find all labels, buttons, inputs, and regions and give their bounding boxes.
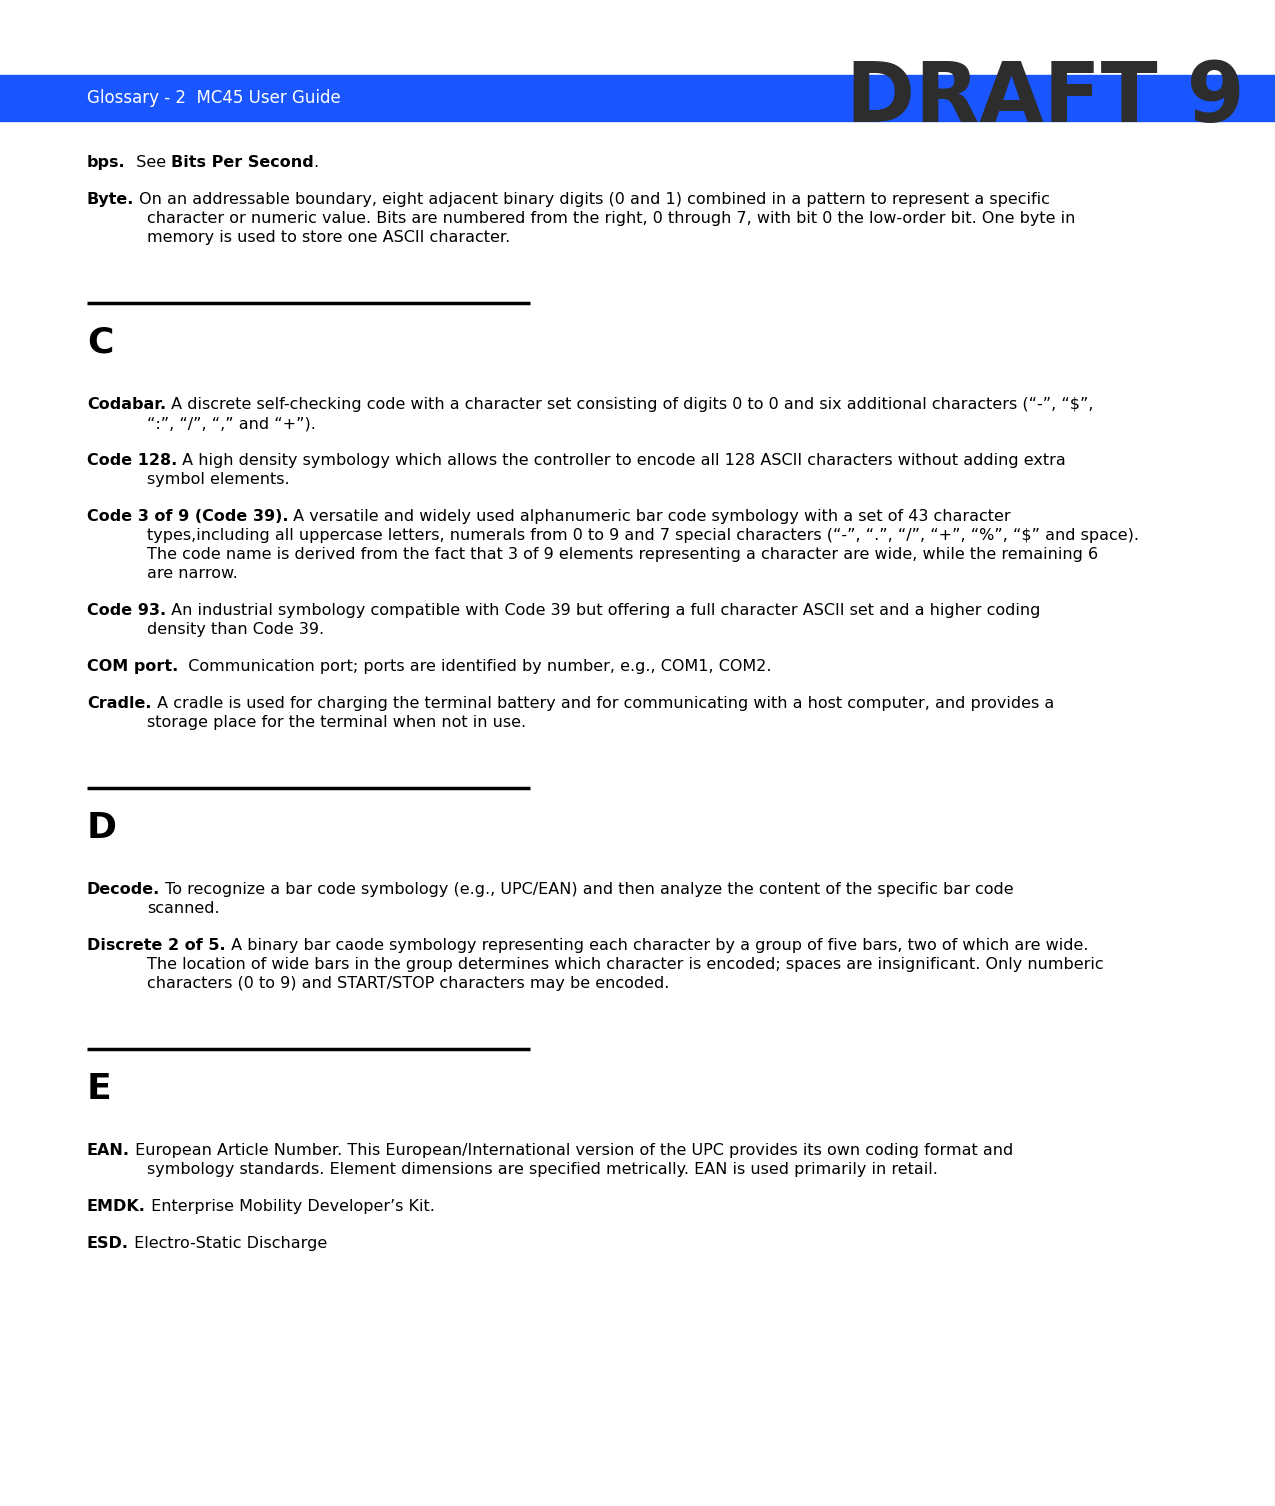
- Text: density than Code 39.: density than Code 39.: [147, 622, 324, 637]
- Text: The location of wide bars in the group determines which character is encoded; sp: The location of wide bars in the group d…: [147, 956, 1104, 971]
- Text: Electro-Static Discharge: Electro-Static Discharge: [129, 1236, 328, 1251]
- Text: EAN.: EAN.: [87, 1143, 130, 1158]
- Text: EMDK.: EMDK.: [87, 1199, 145, 1214]
- Text: storage place for the terminal when not in use.: storage place for the terminal when not …: [147, 715, 527, 730]
- Text: See: See: [126, 155, 171, 170]
- Text: Codabar.: Codabar.: [87, 398, 166, 413]
- Text: C: C: [87, 325, 113, 360]
- Bar: [0, 75, 1275, 120]
- Text: A cradle is used for charging the terminal battery and for communicating with a : A cradle is used for charging the termin…: [152, 696, 1053, 711]
- Text: Discrete 2 of 5.: Discrete 2 of 5.: [87, 938, 226, 953]
- Text: are narrow.: are narrow.: [147, 566, 237, 581]
- Text: bps.: bps.: [87, 155, 126, 170]
- Text: European Article Number. This European/International version of the UPC provides: European Article Number. This European/I…: [130, 1143, 1014, 1158]
- Text: characters (0 to 9) and START/STOP characters may be encoded.: characters (0 to 9) and START/STOP chara…: [147, 976, 669, 991]
- Text: .: .: [314, 155, 319, 170]
- Text: On an addressable boundary, eight adjacent binary digits (0 and 1) combined in a: On an addressable boundary, eight adjace…: [134, 191, 1051, 206]
- Text: E: E: [87, 1072, 112, 1105]
- Text: Communication port; ports are identified by number, e.g., COM1, COM2.: Communication port; ports are identified…: [179, 660, 771, 675]
- Text: COM port.: COM port.: [87, 660, 178, 675]
- Text: types,including all uppercase letters, numerals from 0 to 9 and 7 special charac: types,including all uppercase letters, n…: [147, 529, 1139, 544]
- Text: The code name is derived from the fact that 3 of 9 elements representing a chara: The code name is derived from the fact t…: [147, 547, 1098, 562]
- Text: Decode.: Decode.: [87, 883, 161, 898]
- Text: A versatile and widely used alphanumeric bar code symbology with a set of 43 cha: A versatile and widely used alphanumeric…: [288, 509, 1011, 524]
- Text: Bits Per Second: Bits Per Second: [171, 155, 314, 170]
- Text: Code 93.: Code 93.: [87, 602, 166, 617]
- Text: D: D: [87, 810, 117, 845]
- Text: Byte.: Byte.: [87, 191, 134, 206]
- Text: symbol elements.: symbol elements.: [147, 471, 289, 486]
- Text: ESD.: ESD.: [87, 1236, 129, 1251]
- Text: memory is used to store one ASCII character.: memory is used to store one ASCII charac…: [147, 230, 510, 245]
- Text: To recognize a bar code symbology (e.g., UPC/EAN) and then analyze the content o: To recognize a bar code symbology (e.g.,…: [161, 883, 1014, 898]
- Text: A binary bar caode symbology representing each character by a group of five bars: A binary bar caode symbology representin…: [226, 938, 1088, 953]
- Text: An industrial symbology compatible with Code 39 but offering a full character AS: An industrial symbology compatible with …: [166, 602, 1040, 617]
- Text: Glossary - 2  MC45 User Guide: Glossary - 2 MC45 User Guide: [87, 89, 340, 107]
- Text: A high density symbology which allows the controller to encode all 128 ASCII cha: A high density symbology which allows th…: [177, 453, 1066, 468]
- Text: Enterprise Mobility Developer’s Kit.: Enterprise Mobility Developer’s Kit.: [145, 1199, 435, 1214]
- Text: DRAFT 9: DRAFT 9: [847, 59, 1244, 139]
- Text: A discrete self-checking code with a character set consisting of digits 0 to 0 a: A discrete self-checking code with a cha…: [166, 398, 1094, 413]
- Text: “:”, “/”, “,” and “+”).: “:”, “/”, “,” and “+”).: [147, 416, 316, 431]
- Text: Code 128.: Code 128.: [87, 453, 177, 468]
- Text: Code 3 of 9 (Code 39).: Code 3 of 9 (Code 39).: [87, 509, 288, 524]
- Text: character or numeric value. Bits are numbered from the right, 0 through 7, with : character or numeric value. Bits are num…: [147, 211, 1075, 226]
- Text: scanned.: scanned.: [147, 901, 219, 916]
- Text: Cradle.: Cradle.: [87, 696, 152, 711]
- Text: symbology standards. Element dimensions are specified metrically. EAN is used pr: symbology standards. Element dimensions …: [147, 1163, 938, 1178]
